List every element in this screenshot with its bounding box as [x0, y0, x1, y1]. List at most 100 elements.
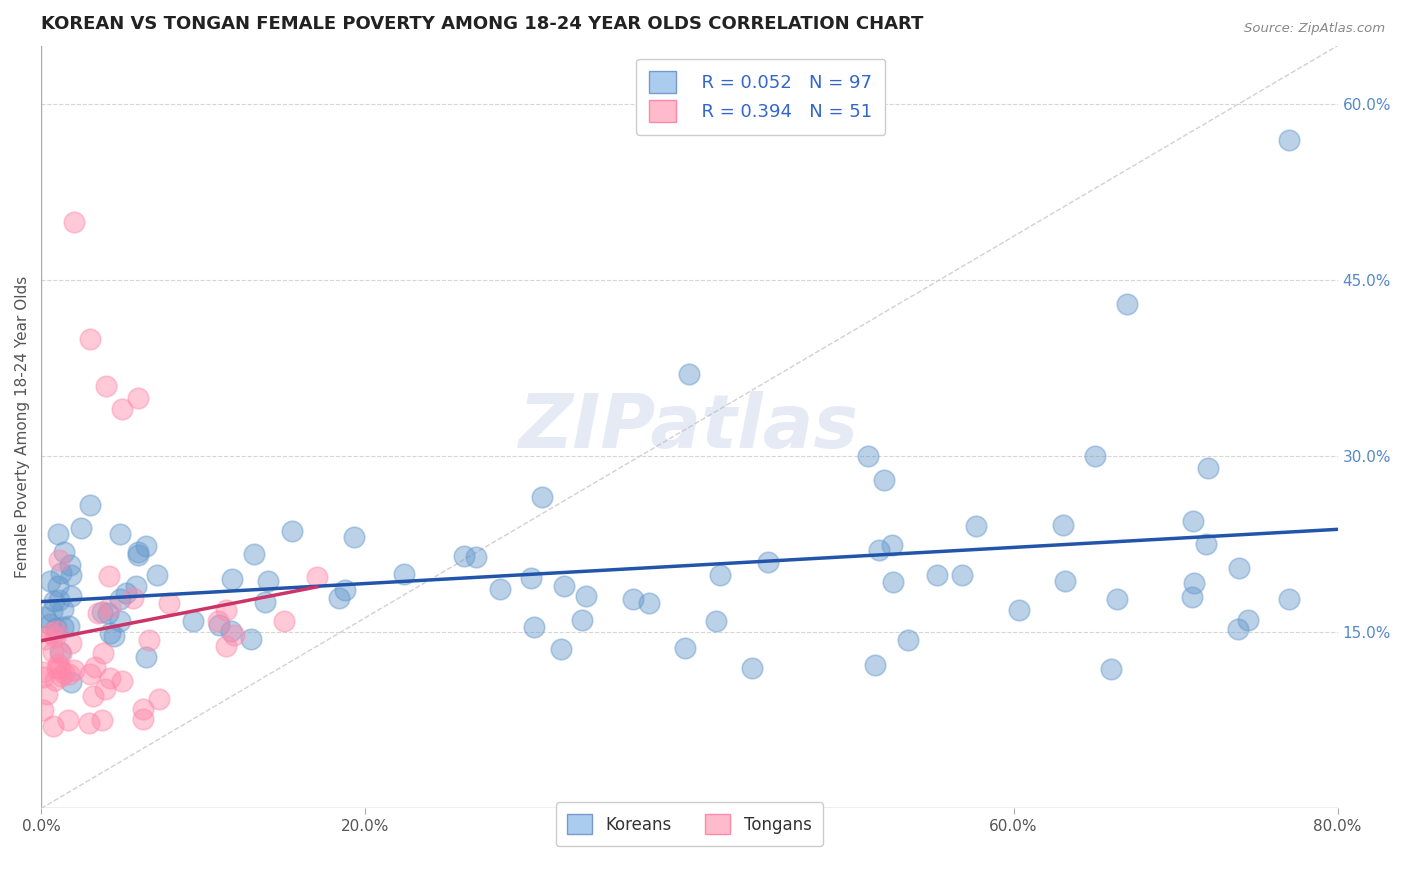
Point	[1181, 590, 1204, 604]
Point	[1237, 613, 1260, 627]
Point	[343, 530, 366, 544]
Point	[882, 575, 904, 590]
Point	[704, 614, 727, 628]
Point	[46, 657, 69, 671]
Point	[111, 673, 134, 688]
Point	[530, 490, 553, 504]
Point	[127, 391, 149, 405]
Point	[98, 671, 121, 685]
Point	[575, 589, 598, 603]
Point	[51, 566, 73, 580]
Point	[678, 368, 700, 382]
Point	[52, 665, 75, 680]
Point	[100, 626, 122, 640]
Point	[638, 596, 661, 610]
Point	[103, 629, 125, 643]
Point	[873, 473, 896, 487]
Point	[91, 646, 114, 660]
Point	[1278, 592, 1301, 607]
Point	[897, 633, 920, 648]
Point	[553, 579, 575, 593]
Point	[127, 545, 149, 559]
Point	[1182, 576, 1205, 591]
Point	[42, 719, 65, 733]
Point	[550, 642, 572, 657]
Point	[58, 714, 80, 728]
Point	[59, 558, 82, 572]
Point	[37, 687, 59, 701]
Point	[44, 630, 66, 644]
Point	[97, 607, 120, 621]
Point	[1008, 603, 1031, 617]
Point	[34, 632, 56, 647]
Point	[82, 690, 104, 704]
Point	[42, 645, 65, 659]
Point	[46, 579, 69, 593]
Point	[1053, 574, 1076, 589]
Point	[108, 614, 131, 628]
Point	[48, 553, 70, 567]
Point	[60, 636, 83, 650]
Point	[1116, 297, 1139, 311]
Point	[46, 527, 69, 541]
Point	[856, 450, 879, 464]
Point	[305, 570, 328, 584]
Point	[925, 567, 948, 582]
Point	[215, 639, 238, 653]
Point	[181, 614, 204, 628]
Point	[98, 569, 121, 583]
Point	[159, 596, 181, 610]
Point	[453, 549, 475, 563]
Point	[108, 591, 131, 606]
Point	[114, 586, 136, 600]
Point	[49, 669, 72, 683]
Point	[111, 402, 134, 417]
Point	[58, 667, 80, 681]
Point	[46, 661, 69, 675]
Point	[121, 591, 143, 606]
Point	[132, 713, 155, 727]
Point	[863, 657, 886, 672]
Point	[741, 661, 763, 675]
Point	[221, 624, 243, 639]
Point	[1105, 592, 1128, 607]
Point	[273, 614, 295, 628]
Point	[673, 641, 696, 656]
Point	[38, 616, 60, 631]
Point	[79, 666, 101, 681]
Legend: Koreans, Tongans: Koreans, Tongans	[555, 802, 823, 846]
Point	[281, 524, 304, 538]
Point	[49, 645, 72, 659]
Point	[98, 599, 121, 614]
Point	[32, 703, 55, 717]
Point	[253, 595, 276, 609]
Point	[519, 571, 541, 585]
Point	[868, 543, 890, 558]
Point	[60, 567, 83, 582]
Point	[48, 593, 70, 607]
Point	[127, 548, 149, 562]
Point	[333, 583, 356, 598]
Y-axis label: Female Poverty Among 18-24 Year Olds: Female Poverty Among 18-24 Year Olds	[15, 276, 30, 578]
Point	[41, 604, 63, 618]
Point	[240, 632, 263, 646]
Point	[41, 626, 63, 640]
Point	[465, 550, 488, 565]
Point	[148, 692, 170, 706]
Point	[94, 379, 117, 393]
Point	[1197, 461, 1219, 475]
Text: ZIPatlas: ZIPatlas	[519, 391, 859, 464]
Point	[32, 665, 55, 680]
Point	[45, 621, 67, 635]
Point	[59, 589, 82, 603]
Point	[132, 702, 155, 716]
Point	[394, 567, 416, 582]
Point	[221, 572, 243, 586]
Point	[215, 603, 238, 617]
Point	[621, 591, 644, 606]
Point	[224, 628, 246, 642]
Text: Source: ZipAtlas.com: Source: ZipAtlas.com	[1244, 22, 1385, 36]
Point	[135, 539, 157, 553]
Point	[950, 568, 973, 582]
Point	[489, 582, 512, 596]
